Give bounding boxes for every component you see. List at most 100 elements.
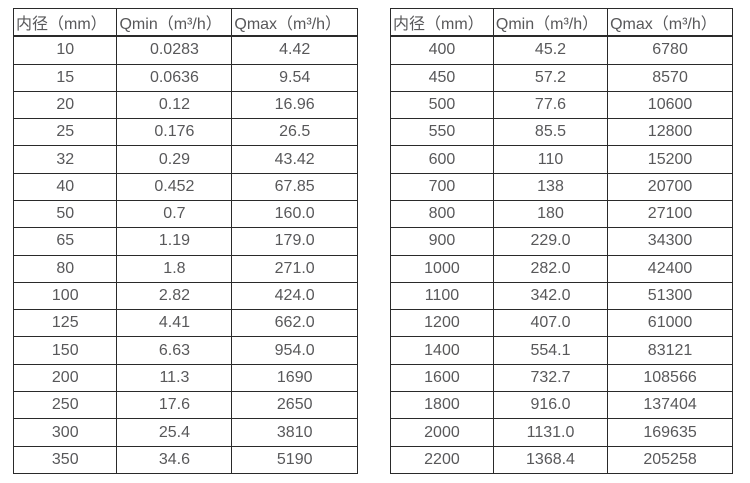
- table-row: 250 17.6 2650: [12, 391, 358, 420]
- cell-qmax: 6780: [607, 35, 733, 65]
- cell-qmax: 5190: [231, 445, 358, 475]
- table-row: 15 0.0636 9.54: [12, 63, 358, 92]
- cell-qmin: 77.6: [492, 90, 609, 120]
- cell-qmax: 179.0: [231, 227, 358, 256]
- cell-qmax: 42400: [607, 254, 733, 283]
- cell-qmin: 180: [492, 199, 609, 229]
- table-row: 20 0.12 16.96: [12, 90, 358, 120]
- table-row: 900 229.0 34300: [390, 227, 733, 256]
- cell-qmin: 732.7: [492, 363, 609, 393]
- cell-qmin: 11.3: [116, 363, 233, 393]
- table-row: 2000 1131.0 169635: [390, 418, 733, 447]
- cell-qmax: 4.42: [231, 35, 358, 65]
- table-row: 1200 407.0 61000: [390, 309, 733, 338]
- cell-diameter: 450: [390, 63, 494, 92]
- table-row: 32 0.29 43.42: [12, 145, 358, 174]
- column-header-qmax: Qmax（m³/h）: [231, 8, 358, 37]
- table-row: 25 0.176 26.5: [12, 118, 358, 147]
- cell-diameter: 80: [12, 254, 118, 283]
- cell-qmin: 45.2: [492, 35, 609, 65]
- cell-diameter: 50: [12, 199, 118, 229]
- cell-qmin: 25.4: [116, 418, 233, 447]
- cell-diameter: 1800: [390, 391, 494, 420]
- table-row: 80 1.8 271.0: [12, 254, 358, 283]
- cell-qmax: 424.0: [231, 281, 358, 311]
- cell-qmax: 160.0: [231, 199, 358, 229]
- cell-qmax: 8570: [607, 63, 733, 92]
- cell-diameter: 20: [12, 90, 118, 120]
- cell-diameter: 900: [390, 227, 494, 256]
- cell-qmin: 110: [492, 145, 609, 174]
- cell-diameter: 800: [390, 199, 494, 229]
- table-row: 1400 554.1 83121: [390, 336, 733, 365]
- cell-qmin: 342.0: [492, 281, 609, 311]
- cell-qmax: 67.85: [231, 172, 358, 202]
- cell-diameter: 1000: [390, 254, 494, 283]
- cell-qmin: 0.0636: [116, 63, 233, 92]
- column-header-diameter: 内径（mm）: [12, 8, 118, 37]
- cell-qmin: 0.452: [116, 172, 233, 202]
- cell-qmax: 1690: [231, 363, 358, 393]
- table-row: 300 25.4 3810: [12, 418, 358, 447]
- flow-table-large-diameters: 内径（mm） Qmin（m³/h） Qmax（m³/h） 400 45.2 6780 450…: [390, 8, 733, 475]
- table-row: 1100 342.0 51300: [390, 281, 733, 311]
- cell-qmax: 10600: [607, 90, 733, 120]
- cell-diameter: 300: [12, 418, 118, 447]
- cell-diameter: 65: [12, 227, 118, 256]
- cell-diameter: 40: [12, 172, 118, 202]
- cell-qmin: 1368.4: [492, 445, 609, 475]
- cell-qmin: 554.1: [492, 336, 609, 365]
- table-row: 1800 916.0 137404: [390, 391, 733, 420]
- cell-qmax: 27100: [607, 199, 733, 229]
- cell-qmax: 9.54: [231, 63, 358, 92]
- cell-diameter: 350: [12, 445, 118, 475]
- cell-qmax: 16.96: [231, 90, 358, 120]
- cell-qmax: 954.0: [231, 336, 358, 365]
- cell-diameter: 1100: [390, 281, 494, 311]
- cell-qmax: 61000: [607, 309, 733, 338]
- cell-qmin: 57.2: [492, 63, 609, 92]
- cell-qmin: 1131.0: [492, 418, 609, 447]
- cell-qmax: 83121: [607, 336, 733, 365]
- cell-qmin: 1.19: [116, 227, 233, 256]
- column-header-qmin: Qmin（m³/h）: [116, 8, 233, 37]
- cell-diameter: 25: [12, 118, 118, 147]
- cell-qmax: 169635: [607, 418, 733, 447]
- cell-qmin: 407.0: [492, 309, 609, 338]
- cell-diameter: 500: [390, 90, 494, 120]
- cell-diameter: 700: [390, 172, 494, 202]
- cell-diameter: 200: [12, 363, 118, 393]
- cell-qmax: 137404: [607, 391, 733, 420]
- cell-qmin: 916.0: [492, 391, 609, 420]
- cell-diameter: 32: [12, 145, 118, 174]
- table-row: 700 138 20700: [390, 172, 733, 202]
- table-row: 550 85.5 12800: [390, 118, 733, 147]
- cell-qmin: 2.82: [116, 281, 233, 311]
- cell-qmin: 282.0: [492, 254, 609, 283]
- column-header-qmax: Qmax（m³/h）: [607, 8, 733, 37]
- cell-diameter: 125: [12, 309, 118, 338]
- cell-qmin: 1.8: [116, 254, 233, 283]
- cell-diameter: 250: [12, 391, 118, 420]
- cell-qmin: 34.6: [116, 445, 233, 475]
- cell-qmin: 0.176: [116, 118, 233, 147]
- column-header-qmin: Qmin（m³/h）: [492, 8, 609, 37]
- cell-diameter: 2200: [390, 445, 494, 475]
- cell-diameter: 150: [12, 336, 118, 365]
- cell-qmin: 138: [492, 172, 609, 202]
- cell-diameter: 1600: [390, 363, 494, 393]
- table-row: 65 1.19 179.0: [12, 227, 358, 256]
- cell-qmin: 6.63: [116, 336, 233, 365]
- cell-qmax: 15200: [607, 145, 733, 174]
- cell-qmax: 662.0: [231, 309, 358, 338]
- table-row: 400 45.2 6780: [390, 35, 733, 65]
- table-row: 2200 1368.4 205258: [390, 445, 733, 475]
- cell-diameter: 10: [12, 35, 118, 65]
- table-row: 50 0.7 160.0: [12, 199, 358, 229]
- header-row: 内径（mm） Qmin（m³/h） Qmax（m³/h）: [390, 8, 733, 37]
- cell-qmax: 12800: [607, 118, 733, 147]
- cell-diameter: 400: [390, 35, 494, 65]
- cell-qmin: 85.5: [492, 118, 609, 147]
- cell-qmin: 4.41: [116, 309, 233, 338]
- table-row: 200 11.3 1690: [12, 363, 358, 393]
